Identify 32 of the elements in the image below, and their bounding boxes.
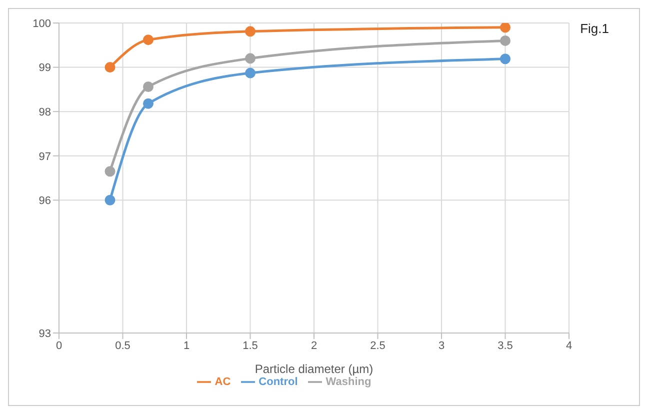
y-tick-label: 97 [38,150,51,163]
x-tick-label: 3 [438,340,445,352]
x-tick-label: 4 [566,340,572,352]
point [245,53,256,64]
legend-label: Washing [326,376,372,388]
point [143,34,154,46]
x-tick-label: 0.5 [115,340,130,352]
legend-label: AC [214,376,231,388]
point [143,82,154,92]
point [245,26,256,37]
point [500,23,510,33]
x-tick-label: 1 [183,340,190,352]
y-tick-label: 96 [38,195,51,208]
y-tick-label: 98 [38,106,51,118]
y-tick-label: 99 [38,62,51,74]
x-tick-label: 2.5 [370,340,386,352]
point [500,35,510,46]
point [143,98,154,109]
caption: Fig.1 [580,21,609,36]
x-tick-label: 2 [310,340,318,352]
point [104,194,116,206]
point [104,62,116,73]
x-tick-label: 0 [56,340,62,352]
x-tick-label: 3.5 [498,340,513,352]
y-tick-label: 100 [32,18,51,30]
x-tick-label: 1.5 [242,340,258,352]
point [500,54,510,64]
y-tick-label: 93 [38,328,51,340]
point [245,68,256,78]
point [104,166,116,177]
legend-label: Control [258,376,298,388]
x-axis-title: Particle diameter (µm) [254,362,374,376]
